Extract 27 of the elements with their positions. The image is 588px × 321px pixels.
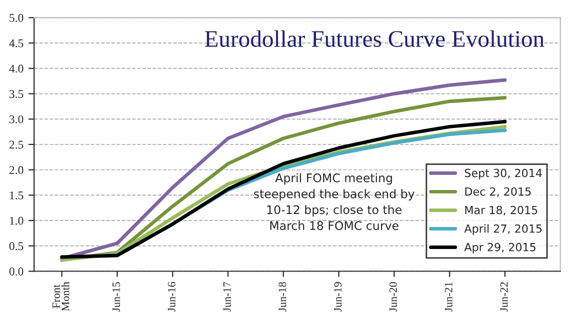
y-tick-label: 4.0 [9, 64, 24, 73]
legend-label: Apr 29, 2015 [464, 242, 536, 254]
annotation: April FOMC meeting steepened the back end by 10-12 bps; close to the March 18 FOMC curve [254, 173, 414, 230]
chart-title: Eurodollar Futures Curve Evolution [204, 30, 544, 47]
y-tick-label: 2.0 [9, 166, 24, 174]
y-tick-label: 0.5 [9, 242, 24, 250]
legend-label: April 27, 2015 [464, 224, 542, 235]
y-tick-label: 5.0 [10, 14, 24, 22]
y-tick-label: 2.5 [9, 140, 24, 149]
x-tick-label: Front Month [52, 282, 70, 311]
x-tick-label: Jun-21 [444, 282, 452, 312]
y-tick-label: 3.0 [9, 115, 24, 124]
y-tick-label: 3.5 [9, 90, 24, 98]
legend-label: Mar 18, 2015 [465, 206, 538, 216]
y-tick-label: 0.0 [9, 267, 24, 276]
y-tick-label: 4.5 [9, 39, 24, 48]
x-tick-label: Jun-15 [112, 282, 120, 312]
x-tick-label: Jun-22 [500, 282, 508, 312]
legend-label: Sept 30, 2014 [464, 168, 542, 180]
x-tick-label: Jun-20 [389, 282, 397, 312]
x-tick-label: Jun-16 [168, 282, 176, 312]
x-tick-label: Jun-19 [334, 282, 342, 312]
x-tick-label: Jun-18 [278, 282, 286, 312]
x-tick-label: Jun-17 [223, 282, 231, 312]
y-tick-label: 1.0 [10, 216, 24, 225]
y-tick-label: 1.5 [10, 191, 24, 200]
legend-label: Dec 2, 2015 [465, 187, 531, 197]
